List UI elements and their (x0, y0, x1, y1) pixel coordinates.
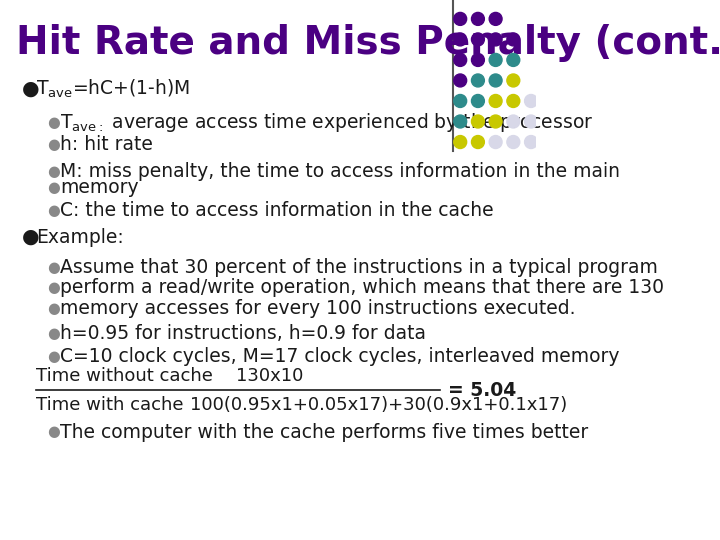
Text: ●: ● (48, 424, 60, 440)
Circle shape (507, 94, 520, 107)
Text: Time without cache: Time without cache (37, 367, 213, 385)
Text: 130x10: 130x10 (236, 367, 303, 385)
Text: ●: ● (48, 115, 60, 130)
Circle shape (489, 136, 502, 148)
Text: ●: ● (48, 260, 60, 275)
Circle shape (507, 53, 520, 66)
Circle shape (489, 53, 502, 66)
Text: ●: ● (48, 137, 60, 152)
Circle shape (507, 74, 520, 87)
Circle shape (454, 94, 467, 107)
Text: = 5.04: = 5.04 (449, 381, 517, 400)
Circle shape (489, 115, 502, 128)
Text: T$_{\mathrm{ave:}}$ average access time experienced by the processor: T$_{\mathrm{ave:}}$ average access time … (60, 111, 593, 134)
Circle shape (472, 94, 485, 107)
Text: memory: memory (60, 178, 139, 198)
Text: ●: ● (48, 180, 60, 195)
Circle shape (454, 12, 467, 25)
Circle shape (489, 33, 502, 46)
Text: ●: ● (22, 79, 39, 99)
Circle shape (525, 115, 537, 128)
Circle shape (507, 33, 520, 46)
Text: ●: ● (48, 301, 60, 316)
Text: h: hit rate: h: hit rate (60, 134, 153, 154)
Text: ●: ● (48, 349, 60, 364)
Circle shape (472, 136, 485, 148)
Text: T$_{\mathrm{ave}}$=hC+(1-h)M: T$_{\mathrm{ave}}$=hC+(1-h)M (37, 78, 191, 100)
Circle shape (472, 115, 485, 128)
Circle shape (454, 74, 467, 87)
Circle shape (454, 53, 467, 66)
Text: Example:: Example: (37, 228, 125, 247)
Circle shape (489, 74, 502, 87)
Circle shape (489, 94, 502, 107)
Text: C: the time to access information in the cache: C: the time to access information in the… (60, 200, 494, 220)
Circle shape (472, 53, 485, 66)
Text: Time with cache: Time with cache (37, 396, 184, 414)
Circle shape (472, 12, 485, 25)
Text: ●: ● (22, 228, 39, 247)
Text: memory accesses for every 100 instructions executed.: memory accesses for every 100 instructio… (60, 299, 575, 318)
Text: Assume that 30 percent of the instructions in a typical program: Assume that 30 percent of the instructio… (60, 258, 658, 277)
Circle shape (454, 33, 467, 46)
Circle shape (525, 136, 537, 148)
Text: ●: ● (48, 202, 60, 218)
Circle shape (489, 12, 502, 25)
Text: 100(0.95x1+0.05x17)+30(0.9x1+0.1x17): 100(0.95x1+0.05x17)+30(0.9x1+0.1x17) (190, 396, 567, 414)
Text: Hit Rate and Miss Penalty (cont.): Hit Rate and Miss Penalty (cont.) (16, 24, 720, 62)
Circle shape (454, 136, 467, 148)
Circle shape (454, 115, 467, 128)
Circle shape (507, 115, 520, 128)
Circle shape (472, 33, 485, 46)
Text: The computer with the cache performs five times better: The computer with the cache performs fiv… (60, 422, 588, 442)
Circle shape (507, 136, 520, 148)
Text: ●: ● (48, 280, 60, 295)
Text: h=0.95 for instructions, h=0.9 for data: h=0.95 for instructions, h=0.9 for data (60, 323, 426, 343)
Text: ●: ● (48, 326, 60, 341)
Text: C=10 clock cycles, M=17 clock cycles, interleaved memory: C=10 clock cycles, M=17 clock cycles, in… (60, 347, 620, 366)
Text: ●: ● (48, 164, 60, 179)
Circle shape (472, 74, 485, 87)
Circle shape (525, 94, 537, 107)
Text: perform a read/write operation, which means that there are 130: perform a read/write operation, which me… (60, 278, 664, 298)
Text: M: miss penalty, the time to access information in the main: M: miss penalty, the time to access info… (60, 161, 620, 181)
